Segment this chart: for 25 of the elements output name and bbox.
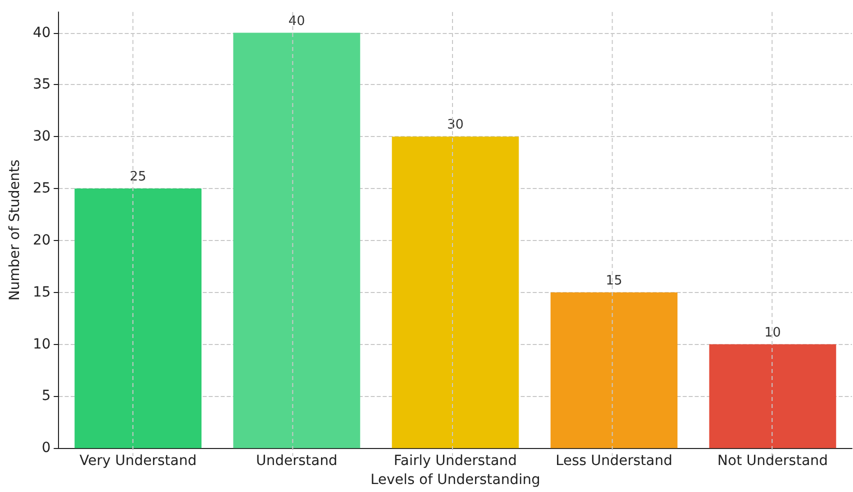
y-axis-title: Number of Students (7, 160, 23, 301)
data-label: 25 (130, 170, 146, 185)
x-tick-label: Very Understand (79, 453, 197, 470)
y-tick-label: 40 (32, 24, 51, 41)
bar (709, 344, 836, 448)
y-tick-label: 25 (32, 180, 51, 197)
x-tick-label: Not Understand (717, 453, 828, 470)
data-label: 40 (288, 14, 305, 29)
data-label: 10 (764, 325, 781, 340)
bar (392, 136, 519, 448)
x-tick-label: Understand (256, 453, 338, 470)
bar (74, 188, 202, 448)
bar (550, 292, 678, 448)
y-tick-label: 0 (42, 440, 51, 456)
y-tick-label: 35 (32, 76, 51, 93)
x-tick-label: Less Understand (556, 453, 672, 470)
y-tick-label: 30 (32, 128, 51, 145)
x-axis-title: Levels of Understanding (370, 472, 540, 488)
y-tick-label: 20 (32, 232, 51, 248)
x-tick-label: Fairly Understand (394, 453, 517, 470)
data-label: 15 (606, 273, 622, 288)
bar (233, 32, 360, 448)
y-tick-label: 10 (32, 336, 51, 352)
y-tick-label: 5 (42, 388, 51, 404)
y-tick-label: 15 (32, 284, 51, 300)
